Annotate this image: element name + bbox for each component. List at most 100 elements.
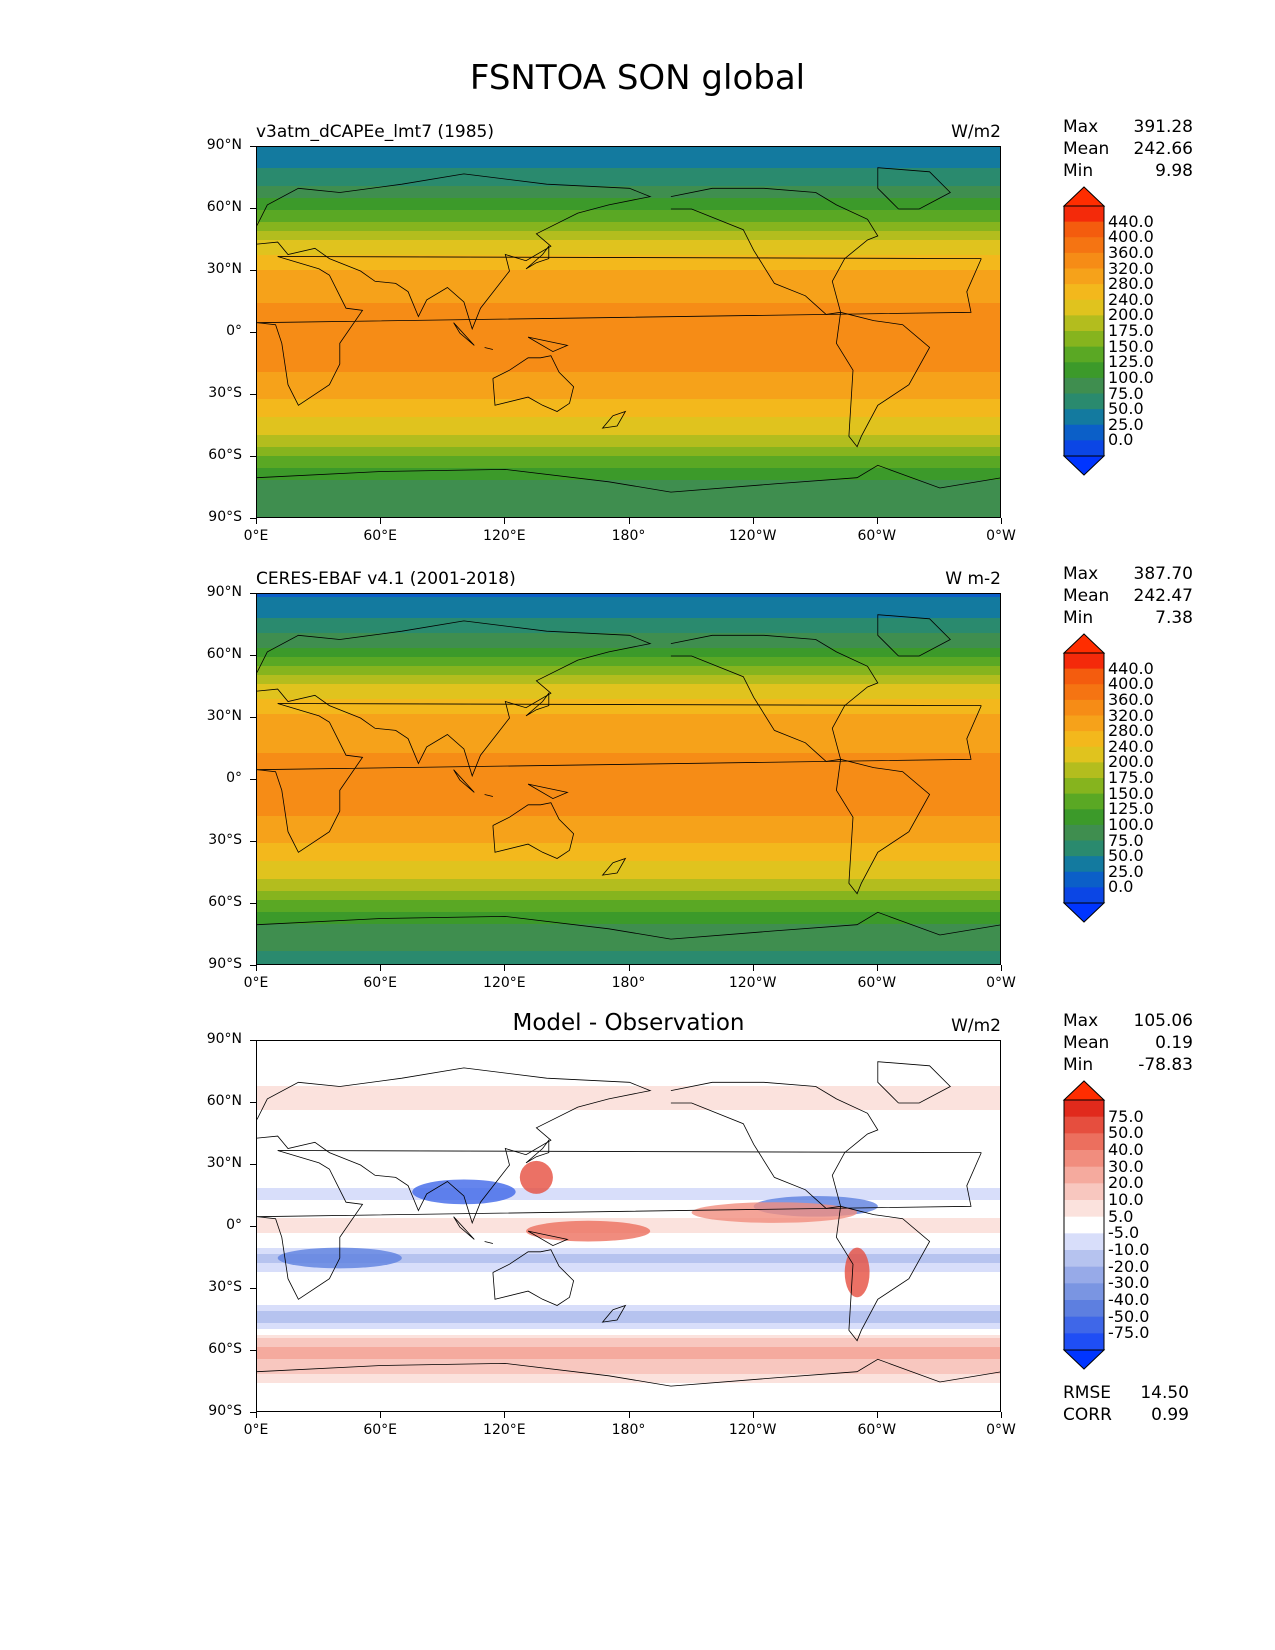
map-plot-area	[256, 146, 1001, 518]
zonal-band	[257, 783, 1000, 787]
zonal-band	[257, 831, 1000, 835]
zonal-band	[257, 1191, 1000, 1195]
zonal-band	[257, 420, 1000, 424]
anomaly-patch	[412, 1179, 516, 1205]
zonal-band	[257, 1104, 1000, 1108]
lon-tick-label: 60°E	[363, 528, 397, 544]
zonal-band	[257, 426, 1000, 430]
zonal-band	[257, 663, 1000, 667]
colorbar-tick-label: 50.0	[1108, 846, 1144, 866]
colorbar-segment	[1064, 1250, 1104, 1268]
zonal-band	[257, 606, 1000, 610]
zonal-band	[257, 378, 1000, 382]
lat-tick-mark	[250, 394, 256, 395]
zonal-band	[257, 1221, 1000, 1225]
coastline	[257, 620, 652, 778]
zonal-band	[257, 696, 1000, 700]
zonal-band	[257, 162, 1000, 166]
zonal-band	[257, 1149, 1000, 1153]
zonal-band	[257, 321, 1000, 325]
zonal-band	[257, 1068, 1000, 1072]
stat-label: Max	[1063, 1011, 1099, 1031]
zonal-band	[257, 861, 1000, 865]
zonal-band	[257, 1395, 1000, 1399]
zonal-band	[257, 945, 1000, 949]
zonal-band	[257, 837, 1000, 841]
colorbar-extend-min	[1062, 1349, 1106, 1370]
zonal-band	[257, 666, 1000, 670]
coastline	[257, 911, 1000, 940]
colorbar-segment	[1064, 1283, 1104, 1301]
lat-tick-label: 90°N	[206, 584, 242, 600]
zonal-band	[257, 1299, 1000, 1303]
zonal-band	[257, 1116, 1000, 1120]
zonal-band	[257, 816, 1000, 820]
lon-tick-label: 60°W	[857, 975, 897, 991]
map-canvas	[257, 147, 1000, 517]
stat-row: Min 7.38	[1063, 607, 1193, 629]
zonal-band	[257, 948, 1000, 952]
zonal-band	[257, 906, 1000, 910]
zonal-band	[257, 1311, 1000, 1315]
zonal-band	[257, 246, 1000, 250]
coastline	[257, 1150, 982, 1300]
zonal-band	[257, 849, 1000, 853]
zonal-band	[257, 954, 1000, 958]
lon-tick-label: 120°E	[483, 975, 526, 991]
colorbar-tick-label: 200.0	[1108, 305, 1154, 325]
colorbar-tick-label: 150.0	[1108, 783, 1154, 803]
zonal-band	[257, 417, 1000, 421]
zonal-band	[257, 327, 1000, 331]
zonal-band	[257, 1281, 1000, 1285]
zonal-band	[257, 192, 1000, 196]
colorbar-segment	[1064, 684, 1104, 701]
zonal-band	[257, 1257, 1000, 1261]
lon-tick-mark	[876, 518, 878, 524]
zonal-band	[257, 723, 1000, 727]
zonal-band	[257, 1041, 1000, 1045]
zonal-band	[257, 1203, 1000, 1207]
zonal-band	[257, 330, 1000, 334]
zonal-band	[257, 810, 1000, 814]
zonal-band	[257, 438, 1000, 442]
colorbar-tick-label: 40.0	[1108, 1140, 1144, 1159]
stat-value: 14.50	[1140, 1383, 1189, 1403]
zonal-band	[257, 594, 1000, 598]
zonal-band	[257, 912, 1000, 916]
zonal-band	[257, 1245, 1000, 1249]
zonal-band	[257, 1143, 1000, 1147]
lon-tick-label: 0°E	[243, 1422, 269, 1438]
lat-tick-mark	[250, 1040, 256, 1041]
zonal-band	[257, 168, 1000, 172]
colorbar-segment	[1064, 1200, 1104, 1218]
panel-title: v3atm_dCAPEe_lmt7 (1985)	[256, 122, 494, 142]
coastline	[484, 347, 493, 350]
colorbar-tick-label: -5.0	[1108, 1223, 1140, 1243]
map-panel-1: v3atm_dCAPEe_lmt7 (1985) W/m2 90°N 60°N 30°N…	[0, 117, 1275, 596]
colorbar-segment	[1064, 206, 1104, 223]
zonal-band	[257, 1374, 1000, 1378]
zonal-band	[257, 846, 1000, 850]
zonal-band	[257, 1098, 1000, 1102]
zonal-band	[257, 699, 1000, 703]
stat-value: 387.70	[1133, 564, 1193, 584]
zonal-band	[257, 1380, 1000, 1384]
zonal-band	[257, 150, 1000, 154]
zonal-band	[257, 492, 1000, 496]
zonal-band	[257, 276, 1000, 280]
zonal-band	[257, 255, 1000, 259]
zonal-band	[257, 1371, 1000, 1375]
zonal-band	[257, 1215, 1000, 1219]
zonal-band	[257, 735, 1000, 739]
zonal-band	[257, 651, 1000, 655]
coastline	[835, 758, 931, 895]
zonal-band	[257, 762, 1000, 766]
colorbar-segment	[1064, 1233, 1104, 1251]
colorbar-tick-label: 75.0	[1108, 830, 1144, 850]
zonal-band	[257, 237, 1000, 241]
zonal-band	[257, 468, 1000, 472]
colorbar-tick-label: 175.0	[1108, 768, 1154, 787]
coastline	[525, 1138, 550, 1164]
zonal-band	[257, 411, 1000, 415]
zonal-band	[257, 1344, 1000, 1348]
